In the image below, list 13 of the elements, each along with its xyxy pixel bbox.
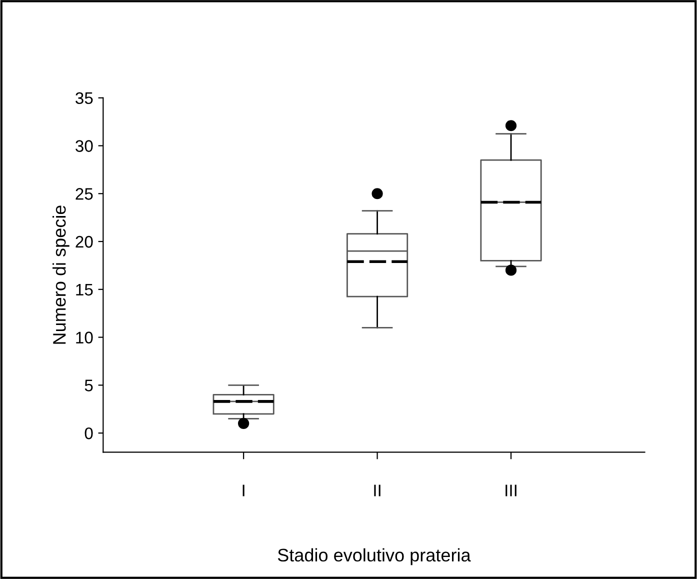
- x-tick-label: II: [374, 484, 380, 496]
- x-axis-title: Stadio evolutivo prateria: [278, 548, 471, 566]
- y-tick-label: 10: [76, 332, 93, 344]
- y-tick-label: 0: [84, 427, 93, 440]
- y-tick-label: 30: [76, 140, 93, 152]
- y-tick-label: 35: [76, 92, 93, 104]
- x-tick-label: I: [242, 484, 244, 496]
- y-tick-label: 20: [76, 236, 93, 248]
- y-tick-label: 15: [76, 284, 93, 296]
- y-tick-label: 25: [76, 188, 93, 200]
- x-tick-label: III: [506, 484, 516, 496]
- y-tick-label: 5: [84, 380, 93, 392]
- y-axis-title: Numero di specie: [52, 206, 70, 344]
